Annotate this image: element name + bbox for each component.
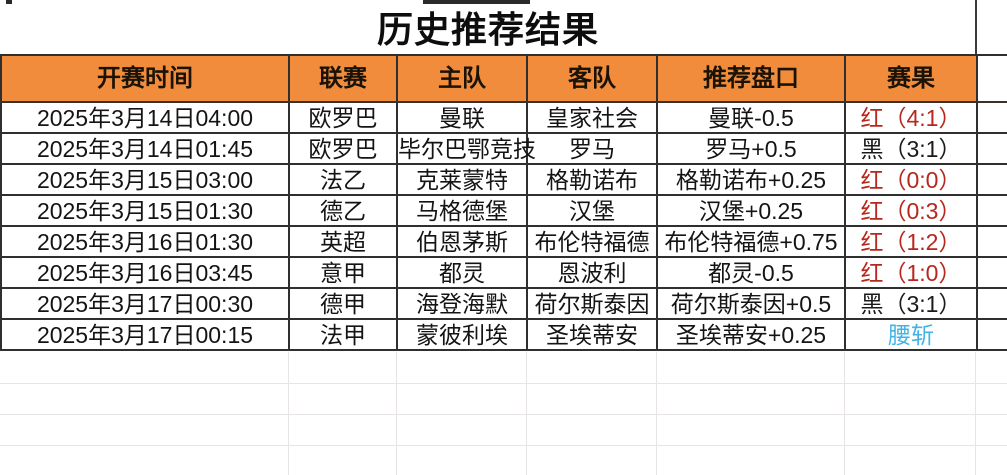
cell-league[interactable]: 德乙 <box>288 194 398 227</box>
table-row: 2025年3月17日00:15 法甲 蒙彼利埃 圣埃蒂安 圣埃蒂安+0.25 腰… <box>0 318 1007 351</box>
grid-line-vertical <box>844 352 845 475</box>
cell-time[interactable]: 2025年3月15日01:30 <box>0 194 290 227</box>
table-row: 2025年3月14日04:00 欧罗巴 曼联 皇家社会 曼联-0.5 红（4:1… <box>0 101 1007 134</box>
cell-handicap[interactable]: 都灵-0.5 <box>656 256 846 289</box>
grid-line-horizontal <box>0 414 1007 415</box>
cell-handicap[interactable]: 布伦特福德+0.75 <box>656 225 846 258</box>
cell-home-team[interactable]: 都灵 <box>396 256 528 289</box>
cell-home-team[interactable]: 海登海默 <box>396 287 528 320</box>
table-row: 2025年3月17日00:30 德甲 海登海默 荷尔斯泰因 荷尔斯泰因+0.5 … <box>0 287 1007 320</box>
col-header-league[interactable]: 联赛 <box>288 54 398 103</box>
table-row: 2025年3月16日01:30 英超 伯恩茅斯 布伦特福德 布伦特福德+0.75… <box>0 225 1007 258</box>
filler-cell[interactable] <box>976 225 1007 258</box>
cell-home-team[interactable]: 曼联 <box>396 101 528 134</box>
table-row: 2025年3月16日03:45 意甲 都灵 恩波利 都灵-0.5 红（1:0） <box>0 256 1007 289</box>
cell-handicap[interactable]: 汉堡+0.25 <box>656 194 846 227</box>
table-row: 2025年3月15日03:00 法乙 克莱蒙特 格勒诺布 格勒诺布+0.25 红… <box>0 163 1007 196</box>
filler-cell[interactable] <box>976 163 1007 196</box>
col-header-time[interactable]: 开赛时间 <box>0 54 290 103</box>
grid-line-vertical <box>526 352 527 475</box>
cell-time[interactable]: 2025年3月14日01:45 <box>0 132 290 165</box>
cell-time[interactable]: 2025年3月17日00:15 <box>0 318 290 351</box>
cell-result[interactable]: 红（0:0） <box>844 163 978 196</box>
cell-handicap[interactable]: 罗马+0.5 <box>656 132 846 165</box>
cell-result[interactable]: 红（0:3） <box>844 194 978 227</box>
grid-line-horizontal <box>0 383 1007 384</box>
cell-away-team[interactable]: 圣埃蒂安 <box>526 318 658 351</box>
cell-home-team[interactable]: 马格德堡 <box>396 194 528 227</box>
cell-time[interactable]: 2025年3月17日00:30 <box>0 287 290 320</box>
cell-result[interactable]: 腰斩 <box>844 318 978 351</box>
cell-league[interactable]: 法乙 <box>288 163 398 196</box>
table-row: 2025年3月14日01:45 欧罗巴 毕尔巴鄂竞技 罗马 罗马+0.5 黑（3… <box>0 132 1007 165</box>
filler-cell[interactable] <box>976 54 1007 103</box>
cell-handicap[interactable]: 曼联-0.5 <box>656 101 846 134</box>
cell-time[interactable]: 2025年3月14日04:00 <box>0 101 290 134</box>
cell-home-team[interactable]: 蒙彼利埃 <box>396 318 528 351</box>
grid-line-vertical <box>975 352 976 475</box>
col-header-handicap[interactable]: 推荐盘口 <box>656 54 846 103</box>
cell-away-team[interactable]: 皇家社会 <box>526 101 658 134</box>
cell-away-team[interactable]: 格勒诺布 <box>526 163 658 196</box>
crop-artifact-left <box>6 0 12 4</box>
grid-line-vertical <box>656 352 657 475</box>
filler-cell[interactable] <box>976 101 1007 134</box>
cell-away-team[interactable]: 罗马 <box>526 132 658 165</box>
grid-line-vertical <box>288 352 289 475</box>
crop-artifact-center <box>423 0 530 4</box>
cell-time[interactable]: 2025年3月15日03:00 <box>0 163 290 196</box>
grid-line-horizontal <box>0 445 1007 446</box>
filler-cell[interactable] <box>976 132 1007 165</box>
cell-result[interactable]: 红（1:2） <box>844 225 978 258</box>
cell-time[interactable]: 2025年3月16日01:30 <box>0 225 290 258</box>
filler-cell[interactable] <box>976 256 1007 289</box>
cell-league[interactable]: 德甲 <box>288 287 398 320</box>
cell-time[interactable]: 2025年3月16日03:45 <box>0 256 290 289</box>
cell-result[interactable]: 红（1:0） <box>844 256 978 289</box>
page-title: 历史推荐结果 <box>376 9 599 50</box>
cell-home-team[interactable]: 伯恩茅斯 <box>396 225 528 258</box>
cell-result[interactable]: 黑（3:1） <box>844 132 978 165</box>
results-table: 开赛时间 联赛 主队 客队 推荐盘口 赛果 2025年3月14日04:00 欧罗… <box>0 54 1007 351</box>
col-header-home[interactable]: 主队 <box>396 54 528 103</box>
cell-away-team[interactable]: 布伦特福德 <box>526 225 658 258</box>
cell-away-team[interactable]: 恩波利 <box>526 256 658 289</box>
title-cell-right-border <box>975 0 977 54</box>
cell-league[interactable]: 意甲 <box>288 256 398 289</box>
cell-home-team[interactable]: 毕尔巴鄂竞技 <box>396 132 536 165</box>
cell-league[interactable]: 英超 <box>288 225 398 258</box>
table-row: 2025年3月15日01:30 德乙 马格德堡 汉堡 汉堡+0.25 红（0:3… <box>0 194 1007 227</box>
col-header-away[interactable]: 客队 <box>526 54 658 103</box>
cell-league[interactable]: 法甲 <box>288 318 398 351</box>
cell-handicap[interactable]: 荷尔斯泰因+0.5 <box>656 287 846 320</box>
filler-cell[interactable] <box>976 287 1007 320</box>
filler-cell[interactable] <box>976 318 1007 351</box>
cell-handicap[interactable]: 格勒诺布+0.25 <box>656 163 846 196</box>
cell-result[interactable]: 红（4:1） <box>844 101 978 134</box>
cell-away-team[interactable]: 荷尔斯泰因 <box>526 287 658 320</box>
title-cell[interactable]: 历史推荐结果 <box>0 0 976 54</box>
filler-cell[interactable] <box>976 194 1007 227</box>
col-header-result[interactable]: 赛果 <box>844 54 978 103</box>
cell-handicap[interactable]: 圣埃蒂安+0.25 <box>656 318 846 351</box>
cell-away-team[interactable]: 汉堡 <box>526 194 658 227</box>
cell-league[interactable]: 欧罗巴 <box>288 132 398 165</box>
cell-league[interactable]: 欧罗巴 <box>288 101 398 134</box>
grid-line-vertical <box>396 352 397 475</box>
cell-home-team[interactable]: 克莱蒙特 <box>396 163 528 196</box>
cell-result[interactable]: 黑（3:1） <box>844 287 978 320</box>
header-row: 开赛时间 联赛 主队 客队 推荐盘口 赛果 <box>0 54 1007 103</box>
